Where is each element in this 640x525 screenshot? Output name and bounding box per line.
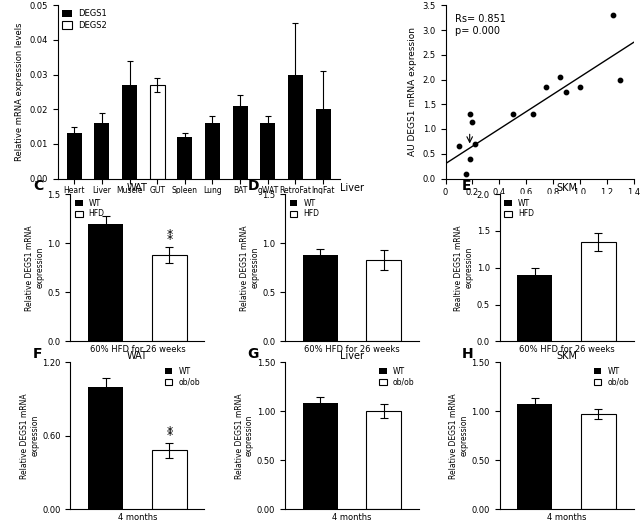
Text: D: D xyxy=(248,179,259,193)
Point xyxy=(561,88,572,96)
Text: F: F xyxy=(33,347,42,361)
Title: Liver: Liver xyxy=(340,351,364,362)
Point xyxy=(454,142,464,151)
Point xyxy=(541,83,552,91)
Bar xyxy=(152,255,187,341)
Legend: WT, HFD: WT, HFD xyxy=(503,198,534,219)
Bar xyxy=(88,224,123,341)
X-axis label: 60% HFD for 26 weeks: 60% HFD for 26 weeks xyxy=(518,345,614,354)
Point xyxy=(465,154,475,163)
Legend: WT, ob/ob: WT, ob/ob xyxy=(164,366,201,387)
Point xyxy=(508,110,518,118)
Point xyxy=(467,118,477,126)
Y-axis label: Relative DEGS1 mRNA
expression: Relative DEGS1 mRNA expression xyxy=(240,225,259,311)
Point xyxy=(528,110,538,118)
Bar xyxy=(205,123,220,178)
Y-axis label: Relative DEGS1 mRNA
expression: Relative DEGS1 mRNA expression xyxy=(235,393,254,479)
Text: *: * xyxy=(166,228,173,242)
Text: H: H xyxy=(462,347,474,361)
Point xyxy=(575,83,585,91)
X-axis label: 4 months: 4 months xyxy=(547,513,586,522)
Y-axis label: Relative DEGS1 mRNA
expression: Relative DEGS1 mRNA expression xyxy=(449,393,468,479)
Bar xyxy=(260,123,275,178)
Legend: WT, ob/ob: WT, ob/ob xyxy=(378,366,415,387)
Text: C: C xyxy=(33,179,43,193)
Legend: WT, ob/ob: WT, ob/ob xyxy=(593,366,630,387)
Point xyxy=(465,110,475,118)
Y-axis label: Relative DEGS1 mRNA
expression: Relative DEGS1 mRNA expression xyxy=(26,225,45,311)
X-axis label: 60% HFD for 26 weeks: 60% HFD for 26 weeks xyxy=(304,345,400,354)
Bar xyxy=(122,85,137,178)
Bar xyxy=(303,255,338,341)
Point xyxy=(470,140,480,148)
X-axis label: 4 months: 4 months xyxy=(332,513,372,522)
Point xyxy=(615,75,625,83)
Bar xyxy=(288,75,303,178)
Bar xyxy=(232,106,248,178)
Bar xyxy=(94,123,109,178)
Bar xyxy=(67,133,82,178)
Title: Liver: Liver xyxy=(340,183,364,194)
X-axis label: 60% HFD for 26 weeks: 60% HFD for 26 weeks xyxy=(90,345,186,354)
Bar xyxy=(316,109,331,178)
Point xyxy=(609,11,619,19)
Bar xyxy=(517,404,552,509)
Title: SKM: SKM xyxy=(556,351,577,362)
Bar xyxy=(366,260,401,341)
Bar xyxy=(177,137,193,178)
Text: G: G xyxy=(248,347,259,361)
X-axis label: Fat pad mass: Fat pad mass xyxy=(509,203,570,212)
Y-axis label: Relative mRNA expression levels: Relative mRNA expression levels xyxy=(15,23,24,161)
Title: WAT: WAT xyxy=(127,183,148,194)
Bar xyxy=(303,403,338,509)
Text: E: E xyxy=(462,179,472,193)
Y-axis label: AU DEGS1 mRNA expression: AU DEGS1 mRNA expression xyxy=(408,27,417,156)
Legend: WT, HFD: WT, HFD xyxy=(74,198,106,219)
Point xyxy=(555,73,565,81)
Text: A: A xyxy=(29,0,40,3)
Bar xyxy=(88,387,123,509)
Bar xyxy=(517,275,552,341)
Bar xyxy=(581,242,616,341)
Title: WAT: WAT xyxy=(127,351,148,362)
Y-axis label: Realtive DEGS1 mRNA
expression: Realtive DEGS1 mRNA expression xyxy=(454,225,474,311)
Y-axis label: Relative DEGS1 mRNA
expression: Relative DEGS1 mRNA expression xyxy=(20,393,40,479)
Text: *: * xyxy=(166,425,173,438)
Text: Rs= 0.851
p= 0.000: Rs= 0.851 p= 0.000 xyxy=(455,14,506,36)
Text: B: B xyxy=(408,0,419,3)
X-axis label: 4 months: 4 months xyxy=(118,513,157,522)
Legend: DEGS1, DEGS2: DEGS1, DEGS2 xyxy=(62,9,107,30)
Text: *: * xyxy=(166,233,173,246)
Bar xyxy=(150,85,164,178)
Point xyxy=(461,170,471,178)
Bar xyxy=(581,414,616,509)
Legend: WT, HFD: WT, HFD xyxy=(289,198,320,219)
Text: *: * xyxy=(166,429,173,443)
Bar xyxy=(152,450,187,509)
Title: SKM: SKM xyxy=(556,183,577,194)
Bar xyxy=(366,411,401,509)
